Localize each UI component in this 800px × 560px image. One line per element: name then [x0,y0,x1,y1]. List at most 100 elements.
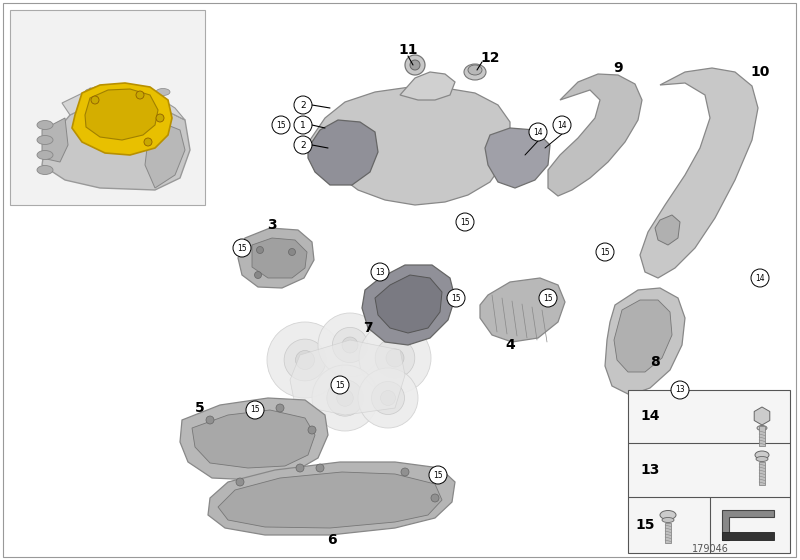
Text: 5: 5 [195,401,205,415]
Bar [10,10,205,205]
Circle shape [331,376,349,394]
Polygon shape [614,300,672,372]
Polygon shape [400,72,455,100]
Ellipse shape [139,88,153,96]
Circle shape [401,468,409,476]
Circle shape [276,404,284,412]
Polygon shape [485,128,550,188]
Ellipse shape [37,151,53,160]
Ellipse shape [660,511,676,520]
Circle shape [294,136,312,154]
Polygon shape [85,89,158,140]
Circle shape [206,416,214,424]
Circle shape [236,478,244,486]
Text: 13: 13 [375,268,385,277]
Polygon shape [722,532,774,540]
Circle shape [257,246,263,254]
Text: 15: 15 [237,244,247,253]
Polygon shape [362,265,455,345]
Polygon shape [754,407,770,425]
Text: 15: 15 [600,248,610,256]
Circle shape [233,239,251,257]
Polygon shape [665,523,671,543]
Circle shape [539,289,557,307]
Circle shape [386,349,404,367]
Polygon shape [192,410,315,468]
Text: 13: 13 [640,463,659,477]
Circle shape [318,313,382,377]
Text: 15: 15 [451,293,461,302]
Circle shape [358,368,418,428]
Polygon shape [375,275,442,333]
Text: 15: 15 [460,217,470,226]
Text: 9: 9 [613,61,623,75]
Text: 14: 14 [640,409,659,423]
Circle shape [316,464,324,472]
Circle shape [246,401,264,419]
Polygon shape [722,510,774,540]
Text: 7: 7 [363,321,373,335]
Circle shape [431,494,439,502]
Text: 13: 13 [675,385,685,394]
Circle shape [371,381,405,414]
Text: 15: 15 [276,120,286,129]
Polygon shape [180,398,328,480]
Circle shape [596,243,614,261]
Circle shape [359,322,431,394]
Text: 6: 6 [327,533,337,547]
Circle shape [371,263,389,281]
Polygon shape [72,83,172,155]
Polygon shape [85,88,160,107]
Text: 15: 15 [433,470,443,479]
Circle shape [289,249,295,255]
Text: 11: 11 [398,43,418,57]
Polygon shape [548,74,642,196]
Circle shape [751,269,769,287]
Ellipse shape [468,65,482,75]
Polygon shape [62,87,185,120]
Ellipse shape [662,517,674,522]
Circle shape [294,96,312,114]
Text: 14: 14 [755,273,765,282]
Ellipse shape [121,88,135,96]
Text: 14: 14 [557,120,567,129]
Circle shape [327,380,363,416]
Polygon shape [759,426,765,446]
Text: 14: 14 [533,128,543,137]
Circle shape [671,381,689,399]
Circle shape [312,365,378,431]
Polygon shape [308,87,510,205]
Ellipse shape [464,64,486,80]
Text: 15: 15 [250,405,260,414]
Text: 2: 2 [300,141,306,150]
Circle shape [529,123,547,141]
Circle shape [447,289,465,307]
Text: 15: 15 [335,380,345,390]
Text: 10: 10 [750,65,770,79]
Polygon shape [308,120,378,185]
Circle shape [254,272,262,278]
Circle shape [272,116,290,134]
Circle shape [296,464,304,472]
Text: 1: 1 [300,120,306,129]
Polygon shape [290,340,405,415]
Circle shape [381,390,395,405]
Circle shape [136,91,144,99]
Polygon shape [145,120,185,188]
Text: 4: 4 [505,338,515,352]
Ellipse shape [37,136,53,144]
Polygon shape [640,68,758,278]
Text: 12: 12 [480,51,500,65]
Polygon shape [480,278,565,342]
Ellipse shape [755,451,769,459]
Polygon shape [42,100,190,190]
Circle shape [267,322,343,398]
Text: 2: 2 [300,100,306,110]
Polygon shape [208,462,455,535]
Circle shape [337,390,354,406]
Circle shape [284,339,326,381]
Text: 15: 15 [635,518,654,532]
Polygon shape [605,288,685,395]
Circle shape [342,337,358,353]
Ellipse shape [85,88,99,96]
